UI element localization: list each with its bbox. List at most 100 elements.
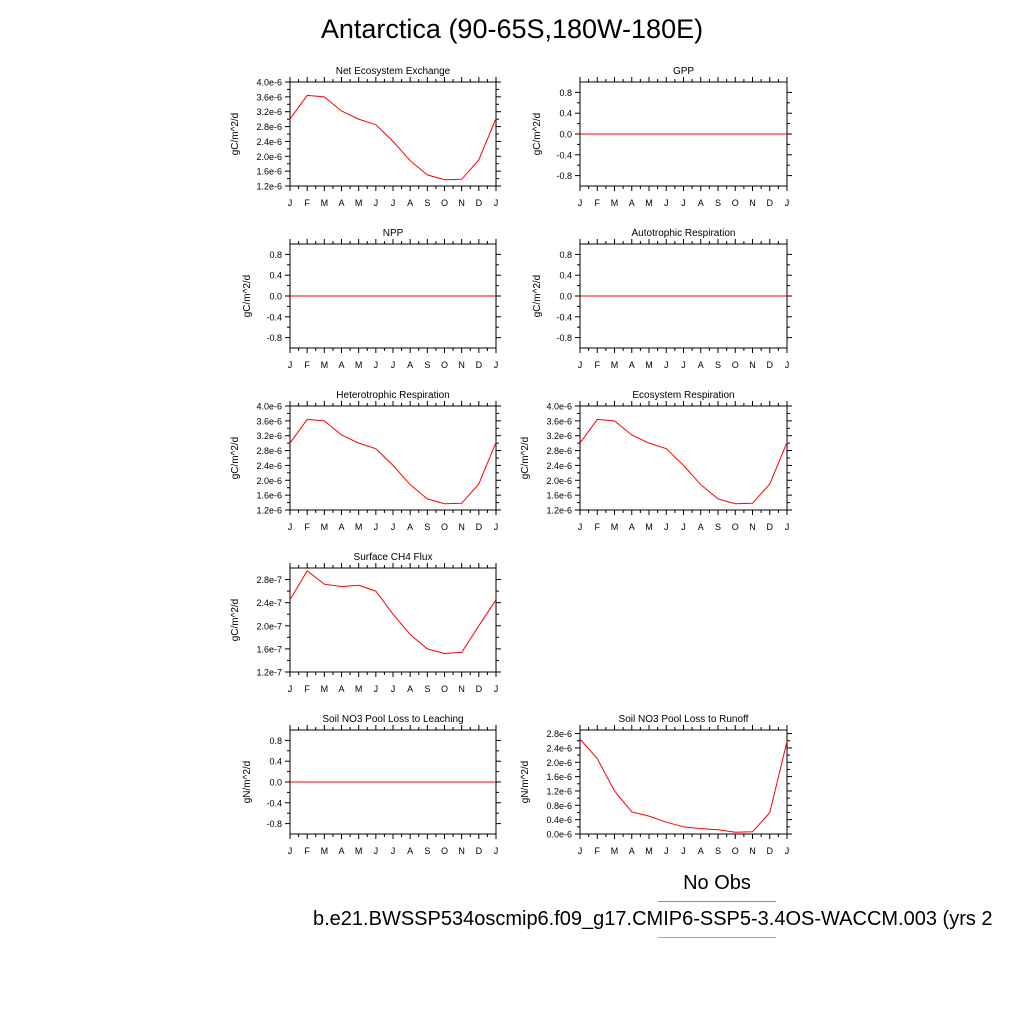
x-tick-label: M (645, 522, 653, 532)
chart-title: Net Ecosystem Exchange (336, 66, 451, 77)
x-tick-label: A (338, 360, 344, 370)
series-line (289, 94, 497, 181)
x-tick-label: A (629, 360, 635, 370)
y-tick-label: 0.4 (269, 271, 282, 281)
x-tick-label: J (391, 846, 396, 856)
legend-case-label: b.e21.BWSSP534oscmip6.f09_g17.CMIP6-SSP5… (313, 908, 993, 930)
y-tick-label: 1.6e-6 (546, 772, 572, 782)
x-tick-label: J (374, 522, 379, 532)
x-tick-label: F (595, 522, 601, 532)
x-tick-label: A (407, 522, 413, 532)
chart-title: Autotrophic Respiration (632, 228, 736, 239)
x-tick-label: J (681, 360, 686, 370)
y-tick-label: 4.0e-6 (256, 78, 282, 88)
y-tick-label: 2.0e-6 (546, 476, 572, 486)
series-line (579, 738, 788, 833)
x-tick-label: J (664, 846, 669, 856)
y-axis-label: gC/m^2/d (242, 275, 253, 318)
x-tick-label: A (407, 846, 413, 856)
x-tick-label: J (494, 360, 499, 370)
x-tick-label: A (338, 522, 344, 532)
x-tick-label: S (715, 360, 721, 370)
y-tick-label: 2.4e-7 (256, 598, 282, 608)
chart-title: Soil NO3 Pool Loss to Runoff (619, 714, 749, 725)
y-tick-label: 2.0e-6 (546, 758, 572, 768)
y-tick-label: 2.8e-6 (256, 122, 282, 132)
x-tick-label: A (629, 522, 635, 532)
y-tick-label: -0.4 (266, 798, 282, 808)
x-tick-label: M (645, 846, 653, 856)
y-axis-label: gC/m^2/d (532, 275, 543, 318)
x-tick-label: S (424, 198, 430, 208)
y-tick-label: 2.8e-6 (546, 446, 572, 456)
series-line (289, 418, 497, 505)
y-tick-label: 0.8e-6 (546, 801, 572, 811)
y-axis-label: gC/m^2/d (230, 437, 241, 480)
x-tick-label: J (785, 846, 790, 856)
y-tick-label: 3.6e-6 (256, 92, 282, 102)
x-tick-label: N (458, 360, 465, 370)
x-tick-label: A (338, 684, 344, 694)
x-tick-label: J (288, 198, 293, 208)
x-tick-label: F (304, 846, 310, 856)
y-tick-label: 1.2e-6 (546, 786, 572, 796)
x-tick-label: A (407, 684, 413, 694)
x-tick-label: J (578, 198, 583, 208)
x-tick-label: J (785, 198, 790, 208)
plot-frame (289, 567, 497, 673)
x-tick-label: F (595, 846, 601, 856)
x-tick-label: M (321, 360, 329, 370)
x-tick-label: D (767, 522, 774, 532)
x-tick-label: D (476, 522, 483, 532)
y-tick-label: 2.4e-6 (546, 461, 572, 471)
x-tick-label: M (321, 846, 329, 856)
chart-title: GPP (673, 66, 694, 77)
y-tick-label: 4.0e-6 (256, 402, 282, 412)
x-tick-label: J (578, 360, 583, 370)
x-tick-label: F (304, 522, 310, 532)
x-tick-label: J (681, 846, 686, 856)
chart-title: Heterotrophic Respiration (336, 390, 449, 401)
y-tick-label: 0.4 (559, 109, 572, 119)
series-line (579, 418, 788, 505)
x-tick-label: N (458, 198, 465, 208)
x-tick-label: J (374, 360, 379, 370)
x-tick-label: J (288, 360, 293, 370)
x-tick-label: M (321, 522, 329, 532)
x-tick-label: F (304, 360, 310, 370)
x-tick-label: A (338, 198, 344, 208)
y-tick-label: 0.8 (559, 88, 572, 98)
x-tick-label: F (304, 198, 310, 208)
x-tick-label: J (494, 198, 499, 208)
x-tick-label: A (629, 198, 635, 208)
x-tick-label: J (288, 846, 293, 856)
y-tick-label: -0.8 (556, 333, 572, 343)
x-tick-label: J (785, 522, 790, 532)
y-tick-label: 1.2e-7 (256, 668, 282, 678)
x-tick-label: N (458, 846, 465, 856)
x-tick-label: S (424, 522, 430, 532)
x-tick-label: J (374, 684, 379, 694)
y-axis-label: gC/m^2/d (520, 437, 531, 480)
y-tick-label: -0.4 (556, 150, 572, 160)
series-line (289, 570, 497, 655)
x-tick-label: J (288, 684, 293, 694)
y-tick-label: 0.8 (269, 736, 282, 746)
x-tick-label: O (441, 522, 448, 532)
x-tick-label: O (441, 360, 448, 370)
y-axis-label: gC/m^2/d (230, 599, 241, 642)
x-tick-label: M (611, 522, 619, 532)
x-tick-label: J (664, 522, 669, 532)
y-axis-label: gN/m^2/d (520, 761, 531, 804)
x-tick-label: A (698, 198, 704, 208)
x-tick-label: D (767, 360, 774, 370)
y-tick-label: 0.0 (269, 778, 282, 788)
x-tick-label: O (732, 360, 739, 370)
x-tick-label: D (767, 846, 774, 856)
x-tick-label: D (476, 360, 483, 370)
x-tick-label: M (645, 198, 653, 208)
y-tick-label: 0.0e-6 (546, 830, 572, 840)
